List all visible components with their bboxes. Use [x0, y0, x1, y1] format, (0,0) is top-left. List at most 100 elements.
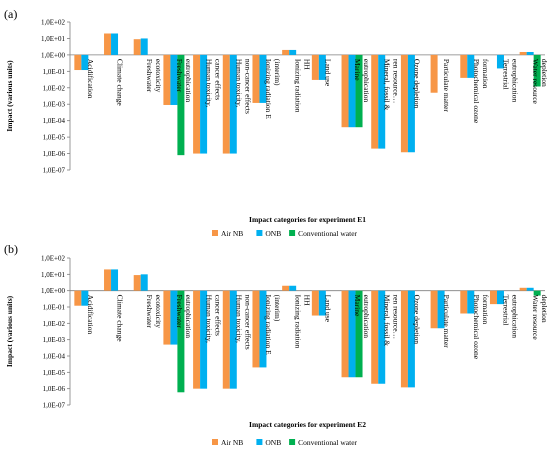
panel-label: (a): [4, 7, 17, 21]
bar: [407, 54, 415, 153]
bar: [533, 290, 541, 296]
category-label: Ionizing radiation E(interim): [264, 295, 282, 355]
category-label: Photochemical ozoneformation: [472, 295, 490, 360]
y-tick-label: 1,0E-06: [43, 385, 66, 393]
bar: [533, 54, 541, 87]
category-label: Land use: [323, 59, 332, 87]
bar: [519, 287, 527, 291]
y-tick-label: 1,0E-07: [43, 167, 66, 175]
legend-label: ONB: [265, 229, 281, 238]
y-tick-label: 1,0E+01: [41, 35, 65, 43]
bar: [378, 54, 386, 149]
legend-label: Air NB: [221, 229, 243, 238]
category-label: Land use: [323, 295, 332, 323]
legend-swatch: [256, 439, 263, 445]
bar: [289, 49, 297, 55]
bar: [111, 269, 119, 291]
bar: [348, 54, 356, 128]
category-label: Terrestrialeutrophication: [501, 295, 519, 339]
bar: [430, 290, 438, 329]
category-label: Human toxicity,cancer effects: [205, 59, 223, 107]
category-label: Freshwaterecotoxicity: [145, 59, 163, 93]
category-label: Ionizing radiationHH: [294, 295, 312, 349]
bar: [526, 287, 534, 291]
bar: [348, 290, 356, 378]
bar: [140, 274, 148, 291]
y-tick-label: 1,0E-05: [43, 369, 66, 377]
panel-label: (b): [4, 242, 18, 256]
bar: [282, 285, 290, 291]
category-label: Mineral, fossil &ren resource…: [383, 59, 401, 111]
legend-label: Conventional water: [298, 438, 357, 447]
category-label: Terrestrialeutrophication: [501, 59, 519, 103]
x-axis-label: Impact categories for experiment E2: [249, 420, 366, 429]
x-axis-label: Impact categories for experiment E1: [249, 215, 366, 224]
legend-label: ONB: [265, 438, 281, 447]
bar: [318, 54, 326, 80]
category-label: Ionizing radiationHH: [294, 59, 312, 113]
bar: [311, 290, 319, 316]
bar: [177, 54, 185, 156]
y-tick-label: 1,0E-03: [43, 336, 66, 344]
bar: [378, 290, 386, 384]
category-label: Marineeutrophication: [353, 59, 371, 103]
bar: [496, 290, 504, 305]
bar: [222, 54, 230, 154]
bar: [177, 290, 185, 393]
legend-swatch: [289, 230, 296, 236]
y-tick-label: 1,0E+00: [41, 51, 65, 59]
bar: [400, 54, 408, 153]
bar: [81, 54, 89, 71]
y-tick-label: 1,0E-05: [43, 134, 66, 142]
y-tick-label: 1,0E+02: [41, 19, 65, 27]
y-tick-label: 1,0E-02: [43, 84, 66, 92]
legend-label: Air NB: [221, 438, 243, 447]
bar: [200, 54, 208, 154]
y-tick-label: 1,0E-06: [43, 150, 66, 158]
category-label: Mineral, fossil &ren resource…: [383, 295, 401, 347]
y-tick-label: 1,0E-04: [43, 353, 66, 361]
category-label: Human toxicity,cancer effects: [205, 295, 223, 343]
category-label: Acidification: [86, 295, 95, 335]
y-tick-label: 1,0E-02: [43, 320, 66, 328]
bar: [489, 290, 497, 305]
category-label: Ionizing radiation E(interim): [264, 59, 282, 119]
category-label: Marineeutrophication: [353, 295, 371, 339]
legend-label: Conventional water: [298, 229, 357, 238]
bar: [519, 51, 527, 55]
category-label: Climate change: [116, 295, 125, 343]
bar: [259, 54, 267, 103]
bar: [163, 54, 171, 105]
bar: [163, 290, 171, 345]
y-tick-label: 1,0E-01: [43, 304, 66, 312]
y-tick-label: 1,0E-04: [43, 117, 66, 125]
bar: [430, 54, 438, 93]
bar: [170, 290, 178, 345]
bar: [467, 290, 475, 314]
bar: [407, 290, 415, 388]
bar: [400, 290, 408, 388]
category-label: Climate change: [116, 59, 125, 107]
bar: [252, 54, 260, 103]
bar: [289, 285, 297, 291]
bar: [140, 38, 148, 55]
category-label: Photochemical ozoneformation: [472, 59, 490, 124]
bar: [74, 54, 82, 71]
category-label: Freshwaterecotoxicity: [145, 295, 163, 329]
bar: [229, 290, 237, 389]
category-label: Acidification: [86, 59, 95, 99]
bar: [133, 39, 141, 55]
legend-swatch: [289, 439, 296, 445]
legend-swatch: [212, 230, 218, 236]
bar: [467, 54, 475, 78]
y-tick-label: 1,0E-03: [43, 101, 66, 109]
y-tick-label: 1,0E+01: [41, 271, 65, 279]
bar: [104, 269, 112, 291]
category-label: Freshwatereutrophication: [175, 59, 193, 103]
bar: [229, 54, 237, 154]
category-label: Particulate matter: [442, 59, 451, 113]
bar: [193, 54, 201, 154]
bar: [496, 54, 504, 69]
bar: [318, 290, 326, 316]
